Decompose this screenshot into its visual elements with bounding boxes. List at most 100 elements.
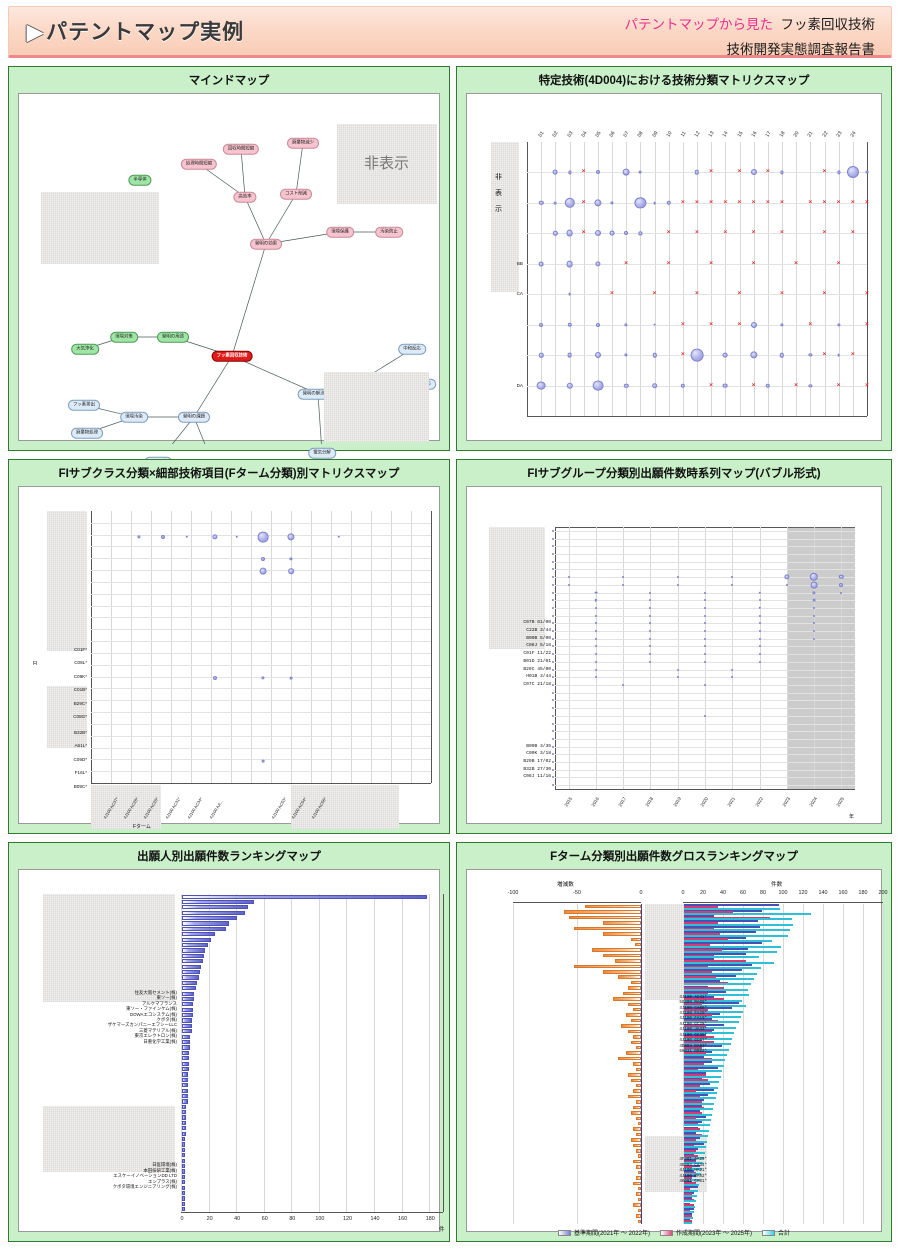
- gross-bar-create[interactable]: [684, 1057, 712, 1060]
- gross-bar-create[interactable]: [684, 1090, 696, 1093]
- gross-delta-bar[interactable]: [628, 1073, 641, 1077]
- gross-bar-create[interactable]: [684, 1019, 718, 1022]
- ts-bubble[interactable]: [649, 614, 652, 617]
- ts-bubble[interactable]: [676, 676, 679, 679]
- gross-bar-total[interactable]: [684, 918, 792, 921]
- rank-bar[interactable]: [182, 921, 229, 926]
- matrix-bubble[interactable]: [750, 351, 758, 359]
- rank-bar[interactable]: [182, 1023, 192, 1029]
- fi-bubble[interactable]: [289, 676, 293, 680]
- gross-bar-total[interactable]: [684, 1178, 700, 1181]
- gross-delta-bar[interactable]: [635, 1132, 641, 1137]
- matrix-bubble[interactable]: [765, 383, 771, 388]
- gross-delta-bar[interactable]: [633, 1181, 641, 1186]
- gross-bar-create[interactable]: [684, 1166, 692, 1169]
- rank-bar[interactable]: [182, 1201, 185, 1206]
- gross-delta-bar[interactable]: [630, 1078, 641, 1082]
- fi-bubble[interactable]: [161, 535, 165, 539]
- ts-bubble[interactable]: [594, 653, 597, 656]
- gross-bar-total[interactable]: [684, 1032, 734, 1035]
- gross-bar-total[interactable]: [684, 950, 777, 953]
- rank-bar[interactable]: [182, 964, 202, 969]
- ts-bubble[interactable]: [676, 668, 679, 671]
- gross-bar-total[interactable]: [684, 1205, 695, 1208]
- gross-delta-bar[interactable]: [633, 1127, 641, 1131]
- fi-bubble[interactable]: [261, 557, 265, 561]
- gross-bar-create[interactable]: [684, 1160, 696, 1163]
- ts-bubble[interactable]: [704, 606, 706, 609]
- ts-bubble[interactable]: [839, 574, 844, 580]
- gross-bar-total[interactable]: [684, 1108, 713, 1111]
- mindmap-node-23[interactable]: 電気分解: [308, 447, 336, 459]
- rank-bar[interactable]: [182, 1007, 194, 1012]
- ts-bubble[interactable]: [704, 591, 706, 594]
- ts-bubble[interactable]: [812, 590, 816, 595]
- gross-bar-total[interactable]: [684, 1059, 725, 1062]
- ts-bubble[interactable]: [704, 714, 706, 717]
- matrix-bubble[interactable]: [680, 383, 686, 388]
- rank-bar[interactable]: [182, 969, 200, 975]
- rank-bar[interactable]: [182, 1077, 188, 1082]
- gross-bar-total[interactable]: [684, 967, 761, 970]
- ts-bubble[interactable]: [567, 576, 570, 579]
- gross-bar-create[interactable]: [684, 1074, 706, 1076]
- matrix-bubble[interactable]: [594, 199, 602, 207]
- gross-bar-base[interactable]: [684, 1115, 706, 1118]
- gross-delta-bar[interactable]: [628, 1094, 641, 1099]
- rank-bar[interactable]: [182, 1180, 185, 1185]
- ts-bubble[interactable]: [758, 614, 761, 617]
- mindmap-node-5[interactable]: 発明の効果: [250, 238, 282, 250]
- gross-delta-bar[interactable]: [635, 1116, 641, 1120]
- gross-bar-total[interactable]: [684, 1167, 702, 1170]
- ts-bubble[interactable]: [594, 630, 597, 633]
- mindmap-node-9[interactable]: 環境対策: [110, 331, 138, 343]
- ts-bubble[interactable]: [731, 583, 734, 586]
- ts-bubble[interactable]: [567, 583, 570, 586]
- gross-bar-total[interactable]: [684, 1081, 719, 1084]
- gross-delta-bar[interactable]: [633, 1035, 641, 1039]
- mindmap-node-3[interactable]: 高効率: [233, 191, 257, 203]
- gross-bar-total[interactable]: [684, 1124, 710, 1127]
- gross-delta-bar[interactable]: [638, 1197, 641, 1202]
- gross-bar-base[interactable]: [684, 1131, 696, 1134]
- rank-bar[interactable]: [182, 1002, 194, 1007]
- gross-delta-bar[interactable]: [625, 1013, 641, 1017]
- matrix-bubble[interactable]: [653, 201, 656, 205]
- gross-bar-total[interactable]: [684, 1097, 716, 1100]
- matrix-bubble[interactable]: [567, 352, 572, 358]
- gross-bar-create[interactable]: [684, 1193, 692, 1196]
- gross-delta-bar[interactable]: [615, 959, 641, 963]
- gross-delta-bar[interactable]: [617, 1056, 641, 1061]
- gross-bar-create[interactable]: [684, 932, 720, 935]
- ts-bubble[interactable]: [758, 622, 761, 625]
- gross-bar-create[interactable]: [684, 943, 710, 946]
- rank-bar[interactable]: [182, 943, 209, 948]
- gross-delta-bar[interactable]: [635, 1100, 641, 1104]
- rank-bar[interactable]: [182, 1174, 185, 1179]
- rank-bar[interactable]: [182, 1018, 192, 1023]
- rank-bar[interactable]: [182, 1207, 185, 1212]
- matrix-bubble[interactable]: [666, 200, 671, 206]
- gross-bar-base[interactable]: [684, 931, 756, 934]
- mindmap-node-7[interactable]: 汚染防止: [375, 226, 403, 238]
- rank-bar[interactable]: [182, 1115, 187, 1120]
- gross-delta-bar[interactable]: [617, 975, 641, 979]
- ts-bubble[interactable]: [594, 668, 597, 671]
- gross-bar-create[interactable]: [684, 965, 708, 968]
- gross-bar-total[interactable]: [684, 945, 781, 948]
- gross-bar-total[interactable]: [684, 1043, 731, 1046]
- gross-bar-total[interactable]: [684, 1086, 718, 1089]
- ts-bubble[interactable]: [704, 622, 706, 625]
- rank-bar[interactable]: [182, 1158, 185, 1163]
- ts-bubble[interactable]: [594, 614, 597, 617]
- gross-bar-total[interactable]: [684, 1102, 714, 1105]
- gross-bar-base[interactable]: [684, 990, 726, 993]
- gross-bar-base[interactable]: [684, 1121, 702, 1124]
- ts-bubble[interactable]: [594, 606, 597, 609]
- ts-bubble[interactable]: [704, 637, 706, 640]
- rank-bar[interactable]: [182, 1083, 188, 1088]
- gross-bar-create[interactable]: [684, 1052, 706, 1055]
- rank-bar[interactable]: [182, 1142, 185, 1147]
- gross-delta-bar[interactable]: [564, 910, 641, 914]
- rank-bar[interactable]: [182, 980, 198, 985]
